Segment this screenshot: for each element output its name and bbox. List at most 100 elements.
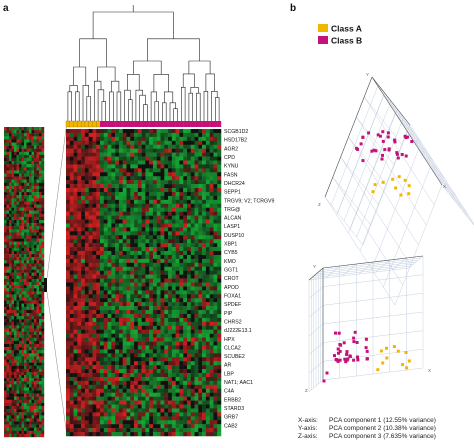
- heatmap-cell: [198, 365, 203, 370]
- heatmap-cell: [84, 164, 89, 169]
- heatmap-cell: [69, 247, 74, 252]
- heatmap-cell: [103, 380, 108, 386]
- overview-cell: [14, 260, 17, 264]
- overview-cell: [9, 220, 12, 224]
- overview-cell: [34, 325, 37, 329]
- overview-cell: [31, 356, 35, 360]
- gene-label: ERBB2: [224, 397, 241, 403]
- class-b-point: [381, 130, 385, 134]
- overview-cell: [21, 362, 25, 366]
- heatmap-cell: [84, 219, 89, 224]
- heatmap-cell: [179, 369, 184, 374]
- heatmap-cell: [168, 325, 173, 330]
- overview-cell: [21, 161, 25, 165]
- heatmap-cell: [134, 262, 139, 268]
- overview-cell: [4, 353, 7, 357]
- overview-cell: [36, 244, 40, 249]
- overview-cell: [39, 415, 42, 419]
- heatmap-cell: [122, 432, 127, 437]
- heatmap-cell: [118, 136, 123, 142]
- overview-cell: [11, 282, 15, 286]
- heatmap-cell: [130, 432, 135, 437]
- heatmap-cell: [73, 266, 78, 271]
- overview-cell: [14, 294, 17, 298]
- heatmap-cell: [217, 270, 222, 275]
- overview-cell: [24, 378, 27, 382]
- class-b-point: [367, 131, 371, 135]
- heatmap-cell: [209, 325, 214, 330]
- heatmap-cell: [213, 408, 218, 413]
- heatmap-cell: [111, 329, 116, 334]
- overview-cell: [41, 371, 45, 376]
- overview-cell: [26, 371, 30, 376]
- overview-cell: [9, 148, 12, 152]
- class-b-point: [376, 133, 380, 137]
- overview-cell: [11, 251, 15, 255]
- overview-cell: [41, 173, 45, 177]
- heatmap-cell: [118, 239, 123, 244]
- overview-cell: [6, 139, 10, 143]
- overview-cell: [14, 176, 17, 180]
- overview-cell: [21, 306, 25, 311]
- heatmap-cell: [205, 310, 210, 315]
- heatmap-cell: [118, 199, 123, 205]
- heatmap-cell: [156, 412, 161, 417]
- heatmap-cell: [164, 132, 169, 138]
- overview-cell: [41, 127, 45, 131]
- overview-cell: [34, 148, 37, 152]
- overview-cell: [26, 378, 30, 382]
- overview-cell: [29, 204, 32, 208]
- heatmap-cell: [205, 172, 210, 177]
- heatmap-cell: [183, 384, 188, 390]
- dendrogram-branch: [92, 11, 174, 39]
- heatmap-cell: [205, 278, 210, 283]
- overview-cell: [24, 210, 27, 214]
- heatmap-cell: [92, 156, 97, 161]
- heatmap-cell: [190, 424, 195, 429]
- heatmap-cell: [77, 203, 82, 208]
- heatmap-cell: [186, 290, 192, 295]
- heatmap-cell: [171, 302, 176, 307]
- overview-cell: [39, 254, 42, 258]
- heatmap-cell: [130, 215, 135, 220]
- overview-cell: [26, 127, 30, 131]
- heatmap-cell: [194, 191, 199, 197]
- heatmap-cell: [126, 306, 131, 311]
- overview-cell: [24, 291, 27, 295]
- heatmap-cell: [183, 317, 188, 323]
- overview-cell: [11, 421, 15, 425]
- heatmap-cell: [126, 341, 131, 346]
- heatmap-cell: [190, 388, 195, 393]
- overview-cell: [14, 173, 17, 177]
- heatmap-cell: [190, 310, 195, 315]
- overview-cell: [31, 207, 35, 211]
- heatmap-cell: [141, 156, 146, 161]
- heatmap-cell: [145, 341, 150, 346]
- heatmap-cell: [137, 396, 142, 401]
- overview-cell: [41, 170, 45, 174]
- heatmap-cell: [209, 191, 214, 197]
- heatmap-cell: [168, 298, 173, 303]
- heatmap-cell: [73, 373, 78, 378]
- overview-cell: [11, 158, 15, 162]
- heatmap-cell: [141, 321, 146, 327]
- overview-cell: [9, 412, 12, 416]
- heatmap-cell: [66, 243, 71, 248]
- heatmap-cell: [194, 361, 199, 366]
- heatmap-cell: [92, 400, 97, 405]
- overview-cell: [21, 309, 25, 314]
- overview-cell: [31, 148, 35, 152]
- heatmap-cell: [130, 329, 135, 334]
- heatmap-cell: [111, 361, 116, 366]
- heatmap-cell: [194, 148, 199, 153]
- heatmap-cell: [88, 313, 93, 319]
- overview-cell: [41, 424, 45, 428]
- heatmap-cell: [111, 349, 116, 354]
- heatmap-cell: [84, 172, 89, 177]
- overview-cell: [9, 347, 12, 351]
- overview-cell: [36, 182, 40, 187]
- heatmap-cell: [183, 164, 188, 169]
- heatmap-cell: [171, 286, 176, 291]
- heatmap-cell: [179, 329, 184, 334]
- overview-cell: [24, 309, 27, 314]
